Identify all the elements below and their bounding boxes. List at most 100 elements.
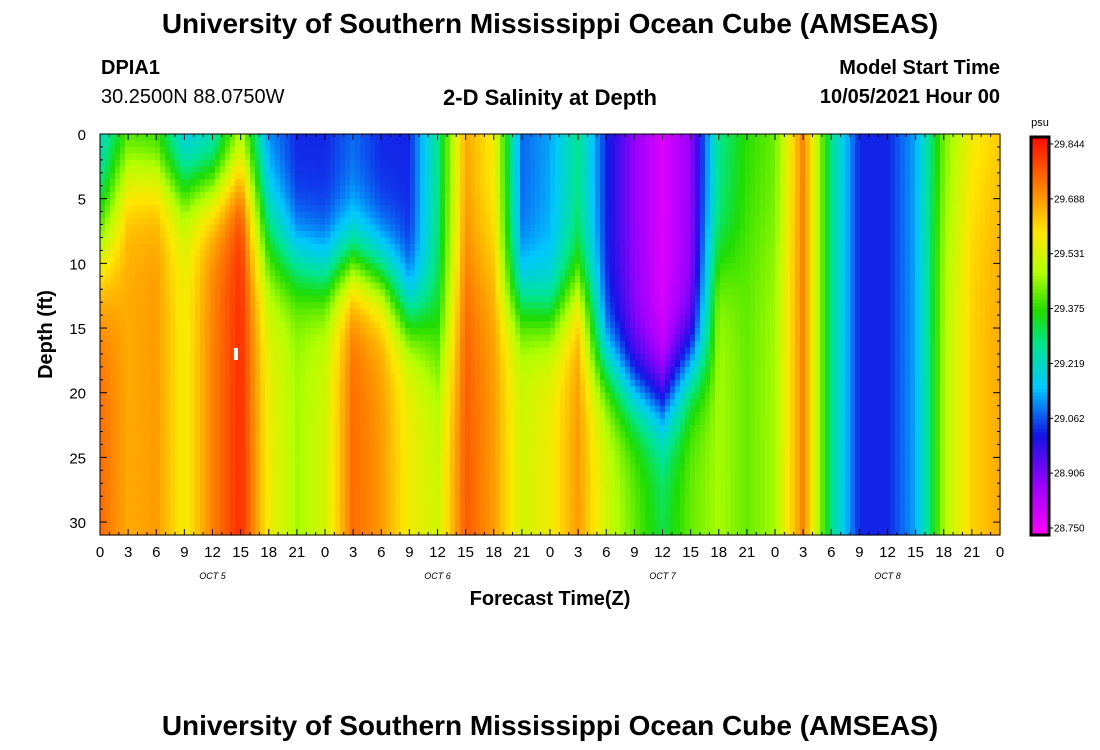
heatmap-cell <box>135 315 141 323</box>
heatmap-cell <box>375 192 381 200</box>
heatmap-cell <box>345 412 351 420</box>
heatmap-cell <box>165 476 171 484</box>
heatmap-cell <box>345 237 351 245</box>
heatmap-cell <box>445 463 451 471</box>
heatmap-cell <box>465 134 471 142</box>
heatmap-cell <box>465 476 471 484</box>
heatmap-cell <box>400 237 406 245</box>
heatmap-cell <box>400 315 406 323</box>
heatmap-cell <box>165 308 171 316</box>
heatmap-cell <box>415 386 421 394</box>
heatmap-cell <box>120 450 126 458</box>
heatmap-cell <box>175 205 181 213</box>
heatmap-cell <box>195 205 201 213</box>
heatmap-cell <box>240 243 246 252</box>
heatmap-cell <box>120 483 126 491</box>
heatmap-cell <box>350 373 356 381</box>
heatmap-cell <box>245 153 251 161</box>
heatmap-cell <box>415 431 421 439</box>
heatmap-cell <box>395 353 401 361</box>
heatmap-cell <box>165 146 171 155</box>
heatmap-cell <box>200 476 206 484</box>
heatmap-cell <box>405 340 411 349</box>
heatmap-cell <box>250 334 256 342</box>
heatmap-cell <box>150 166 156 174</box>
heatmap-cell <box>385 522 391 530</box>
heatmap-cell <box>150 412 156 420</box>
heatmap-cell <box>445 522 451 530</box>
heatmap-cell <box>475 250 481 258</box>
heatmap-cell <box>265 218 271 226</box>
heatmap-cell <box>305 470 311 478</box>
heatmap-cell <box>400 185 406 193</box>
heatmap-cell <box>360 444 366 452</box>
heatmap-cell <box>400 386 406 394</box>
heatmap-cell <box>240 353 246 361</box>
heatmap-cell <box>295 237 301 245</box>
heatmap-cell <box>240 405 246 413</box>
heatmap-cell <box>440 470 446 478</box>
heatmap-cell <box>160 243 166 252</box>
heatmap-cell <box>430 463 436 471</box>
heatmap-cell <box>230 476 236 484</box>
heatmap-cell <box>400 489 406 497</box>
heatmap-cell <box>420 282 426 290</box>
heatmap-cell <box>415 450 421 458</box>
heatmap-cell <box>330 153 336 161</box>
heatmap-cell <box>250 476 256 484</box>
heatmap-cell <box>425 444 431 452</box>
heatmap-cell <box>320 386 326 394</box>
heatmap-cell <box>490 392 496 400</box>
heatmap-cell <box>345 198 351 206</box>
heatmap-cell <box>340 159 346 167</box>
heatmap-cell <box>480 243 486 252</box>
heatmap-cell <box>210 269 216 277</box>
heatmap-cell <box>340 153 346 161</box>
heatmap-cell <box>250 295 256 303</box>
heatmap-cell <box>275 360 281 368</box>
heatmap-cell <box>125 444 131 452</box>
heatmap-cell <box>345 353 351 361</box>
heatmap-cell <box>210 470 216 478</box>
heatmap-cell <box>260 450 266 458</box>
heatmap-cell <box>450 192 456 200</box>
heatmap-cell <box>445 328 451 336</box>
heatmap-cell <box>245 315 251 323</box>
heatmap-cell <box>250 412 256 420</box>
heatmap-cell <box>125 412 131 420</box>
heatmap-cell <box>100 418 106 426</box>
heatmap-cell <box>145 496 151 504</box>
heatmap-cell <box>400 134 406 142</box>
heatmap-cell <box>340 476 346 484</box>
heatmap-cell <box>485 282 491 290</box>
heatmap-cell <box>330 360 336 368</box>
heatmap-cell <box>290 321 296 329</box>
heatmap-cell <box>415 321 421 329</box>
heatmap-cell <box>270 386 276 394</box>
heatmap-cell <box>295 418 301 426</box>
heatmap-cell <box>200 392 206 400</box>
heatmap-cell <box>165 496 171 504</box>
heatmap-cell <box>360 276 366 284</box>
heatmap-cell <box>465 263 471 271</box>
heatmap-cell <box>105 179 111 187</box>
heatmap-cell <box>480 476 486 484</box>
heatmap-cell <box>190 140 196 148</box>
heatmap-cell <box>175 198 181 206</box>
heatmap-cell <box>210 146 216 155</box>
heatmap-cell <box>485 237 491 245</box>
heatmap-cell <box>265 515 271 523</box>
heatmap-cell <box>155 166 161 174</box>
heatmap-cell <box>400 231 406 239</box>
heatmap-cell <box>405 159 411 167</box>
heatmap-cell <box>230 483 236 491</box>
heatmap-cell <box>400 302 406 310</box>
heatmap-cell <box>395 140 401 148</box>
heatmap-cell <box>400 515 406 523</box>
heatmap-cell <box>485 418 491 426</box>
heatmap-cell <box>470 457 476 465</box>
heatmap-cell <box>325 179 331 187</box>
heatmap-cell <box>395 321 401 329</box>
heatmap-cell <box>385 185 391 193</box>
heatmap-cell <box>385 444 391 452</box>
